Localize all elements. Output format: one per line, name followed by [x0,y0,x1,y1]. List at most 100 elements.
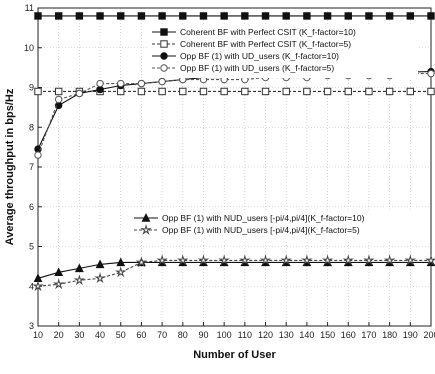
legend-marker [160,52,168,60]
data-point [158,87,166,96]
data-point [179,12,187,20]
x-tick-label: 140 [299,330,314,340]
y-tick-label: 5 [29,242,34,252]
series-0 [34,12,435,20]
data-point [34,12,42,20]
data-point [261,87,270,96]
data-point [135,256,148,268]
data-point [385,87,394,96]
x-tick-label: 130 [279,330,294,340]
data-point [261,12,270,20]
y-tick-label: 11 [25,3,34,13]
data-point [116,257,126,267]
x-tick-label: 200 [423,330,435,340]
legend-entry: Coherent BF with Perfect CSIT (K_f-facto… [152,27,356,37]
data-point [34,87,42,96]
data-point [94,272,106,284]
legend-label: Opp BF (1) with NUD_users [-pi/4,pi/4](K… [162,225,360,235]
data-point [344,87,352,96]
data-point [137,87,146,96]
series-5 [32,254,435,292]
x-tick-label: 40 [95,330,105,340]
data-point [54,87,63,96]
x-tick-label: 60 [136,330,146,340]
legend-label: Opp BF (1) with UD_users (K_f-factor=5) [180,63,334,73]
data-point [241,12,249,20]
data-point [344,12,352,20]
legend-box [148,26,418,78]
x-tick-label: 70 [157,330,167,340]
data-point [75,12,84,20]
y-tick-label: 6 [29,202,34,212]
data-point [52,278,65,290]
data-point [321,254,334,266]
data-point [199,87,208,96]
legend-label: Coherent BF with Perfect CSIT (K_f-facto… [180,39,351,49]
legend-marker [140,223,152,235]
data-point [342,254,355,266]
y-tick-label: 8 [29,122,34,132]
data-point [301,254,313,266]
data-point [365,12,373,20]
data-point [54,101,63,110]
x-axis-ticks: 10 20 30 40 50 60 70 80 90 100 110 120 130 140 150 160 1… [33,322,435,340]
legend-entry: Opp BF (1) with UD_users (K_f-factor=5) [152,63,334,73]
data-point [282,12,290,20]
x-tick-label: 120 [258,330,273,340]
data-point [114,266,127,278]
y-tick-label: 10 [24,43,34,53]
y-axis-ticks: 3 4 5 6 7 8 9 10 11 [24,3,42,331]
data-point [137,12,146,20]
y-tick-label: 9 [29,83,34,93]
data-point [282,87,290,96]
data-point [75,89,84,98]
data-point [427,87,435,96]
data-point [117,79,125,88]
data-point [220,12,228,20]
data-point [383,254,396,266]
legend-entry: Coherent BF with Perfect CSIT (K_f-facto… [152,39,351,49]
x-tick-label: 50 [116,330,126,340]
y-tick-label: 3 [29,321,34,331]
x-tick-label: 30 [74,330,84,340]
x-tick-label: 170 [361,330,376,340]
data-point [427,69,435,78]
data-point [427,12,435,20]
series-1 [34,87,435,96]
data-point [95,259,105,269]
data-point [96,85,104,94]
series-line [37,261,431,279]
data-point [303,12,311,20]
data-point [156,254,168,266]
data-point [241,87,249,96]
data-point [117,12,125,20]
legend-label: Opp BF (1) with UD_users (K_f-factor=10) [180,51,339,61]
data-point [363,254,375,266]
data-point [34,151,42,159]
data-point [117,87,125,96]
data-point [220,87,228,96]
legend-lower: Opp BF (1) with NUD_users [-pi/4,pi/4](K… [130,212,418,240]
legend-entry: Opp BF (1) with NUD_users [-pi/4,pi/4](K… [134,223,360,235]
data-point [179,87,187,96]
data-point [280,254,292,266]
x-tick-label: 190 [403,330,418,340]
data-point [239,254,251,266]
x-tick-label: 80 [178,330,188,340]
data-point [158,77,166,86]
legend-label: Coherent BF with Perfect CSIT (K_f-facto… [180,27,356,37]
x-tick-label: 150 [320,330,335,340]
x-tick-label: 110 [238,330,252,340]
x-tick-label: 20 [54,330,64,340]
legend-marker [141,213,151,222]
x-tick-label: 160 [341,330,356,340]
data-point [54,267,64,277]
legend-box [130,212,418,240]
data-point [406,12,415,20]
data-point [74,263,84,273]
data-point [406,87,415,96]
data-point [199,12,208,20]
data-point [323,87,332,96]
data-point [365,87,373,96]
